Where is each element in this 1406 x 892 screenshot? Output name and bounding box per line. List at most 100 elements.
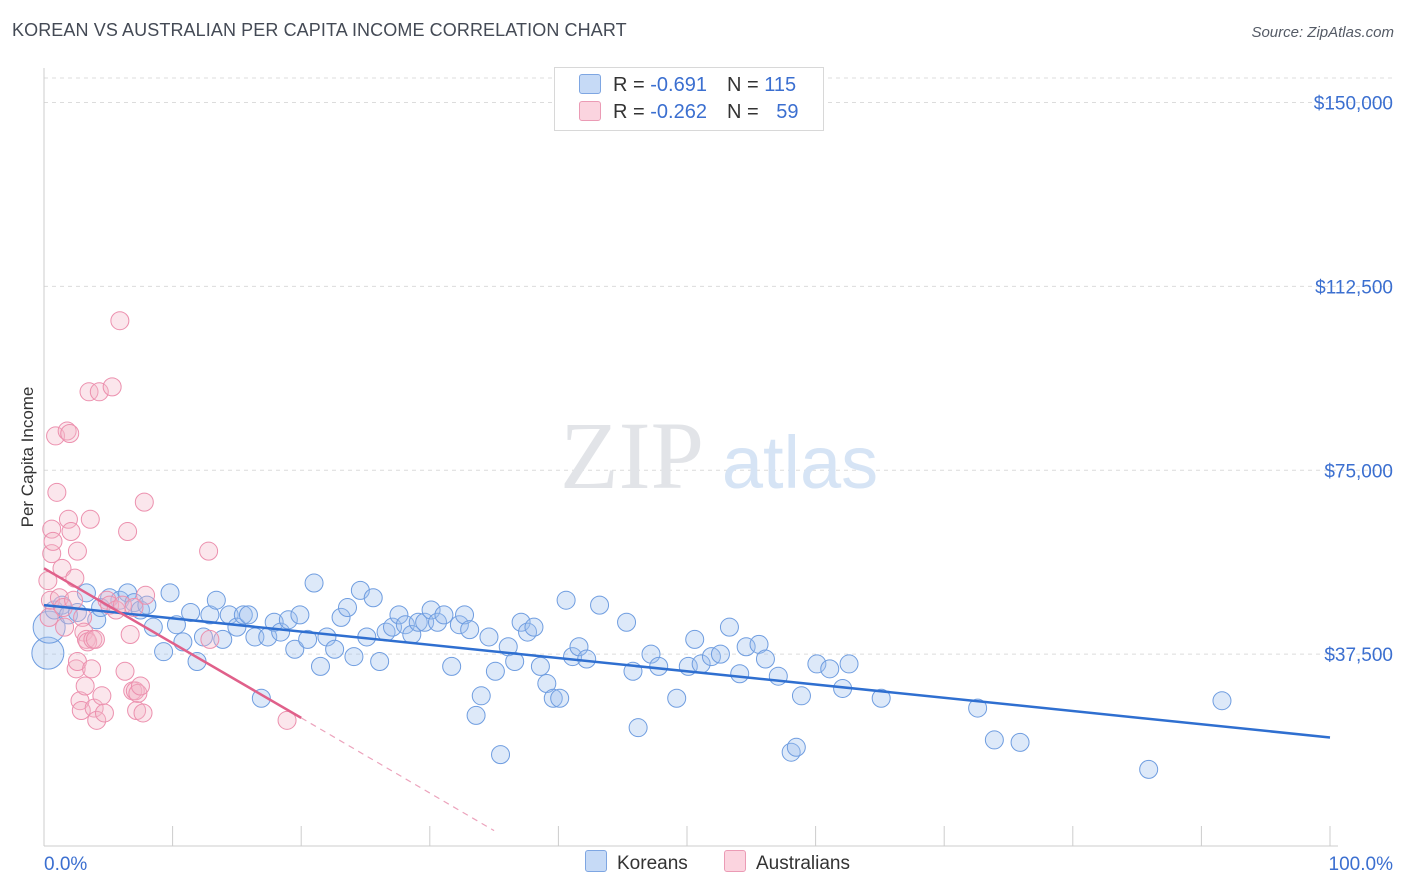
koreans-points: [31, 573, 1232, 779]
axes: [43, 68, 1338, 847]
australian-point: [75, 676, 95, 696]
korean-point: [442, 656, 462, 676]
korean-point: [32, 610, 66, 644]
korean-point: [590, 595, 610, 615]
australian-point: [130, 676, 150, 696]
korean-point: [206, 590, 226, 610]
korean-point: [428, 612, 448, 632]
korean-point: [310, 656, 330, 676]
korean-point: [181, 602, 201, 622]
korean-point: [271, 622, 291, 642]
koreans-legend-swatch: [585, 850, 607, 872]
korean-point: [449, 615, 469, 635]
australian-point: [58, 509, 78, 529]
australian-point: [65, 568, 85, 588]
australian-point: [277, 710, 297, 730]
korean-point: [685, 629, 705, 649]
korean-point: [491, 745, 511, 765]
legend-item-australians[interactable]: Australians: [724, 850, 850, 875]
korean-point: [471, 686, 491, 706]
korean-point: [421, 600, 441, 620]
australians-trend-line: [43, 567, 302, 719]
korean-point: [518, 622, 538, 642]
australian-point: [118, 522, 138, 542]
y-tick-label: $37,500: [1324, 645, 1393, 666]
australian-point: [92, 686, 112, 706]
korean-point: [285, 639, 305, 659]
korean-point: [317, 627, 337, 647]
korean-point: [434, 605, 454, 625]
korean-point: [871, 688, 891, 708]
stats-row-australians: R = -0.262 N = 59: [579, 101, 798, 127]
y-tick-label: $112,500: [1315, 277, 1393, 298]
source-label: Source: ZipAtlas.com: [1251, 24, 1394, 41]
korean-point: [786, 737, 806, 757]
korean-point: [251, 688, 271, 708]
korean-point: [264, 612, 284, 632]
australian-point: [78, 632, 98, 652]
korean-point: [466, 705, 486, 725]
korean-point: [839, 654, 859, 674]
korean-point: [791, 686, 811, 706]
australian-point: [82, 659, 102, 679]
korean-point: [278, 610, 298, 630]
r-value: -0.691: [650, 74, 707, 96]
korean-point: [298, 629, 318, 649]
australian-point: [47, 482, 67, 502]
australian-point: [94, 703, 114, 723]
australian-point: [67, 541, 87, 561]
n-label: N =: [726, 101, 765, 123]
australian-point: [89, 382, 109, 402]
korean-point: [569, 637, 589, 657]
australian-point: [61, 522, 81, 542]
korean-point: [290, 605, 310, 625]
australian-point: [134, 492, 154, 512]
watermark: ZIP atlas: [560, 402, 878, 509]
korean-point: [485, 661, 505, 681]
korean-point: [530, 656, 550, 676]
australian-point: [136, 585, 156, 605]
australian-point: [46, 426, 66, 446]
australian-point: [85, 629, 105, 649]
chart-title: KOREAN VS AUSTRALIAN PER CAPITA INCOME C…: [12, 20, 627, 40]
korean-point: [820, 659, 840, 679]
korean-point: [408, 612, 428, 632]
n-value: 115: [764, 74, 797, 96]
legend-label: Koreans: [617, 853, 688, 874]
grid-lines: [44, 77, 1395, 655]
korean-point: [325, 639, 345, 659]
australian-point: [102, 377, 122, 397]
australian-point: [66, 659, 86, 679]
korean-point: [238, 605, 258, 625]
australian-point: [52, 558, 72, 578]
korean-point: [1139, 759, 1159, 779]
korean-point: [389, 605, 409, 625]
korean-point: [455, 605, 475, 625]
r-value: -0.262: [650, 101, 707, 123]
korean-point: [154, 642, 174, 662]
stats-row-koreans: R = -0.691 N = 115: [579, 74, 796, 100]
korean-point: [719, 617, 739, 637]
australian-point: [199, 541, 219, 561]
korean-point: [337, 598, 357, 618]
r-label: R =: [613, 74, 651, 96]
korean-point: [617, 612, 637, 632]
australian-point: [120, 625, 140, 645]
watermark-zip: ZIP: [560, 402, 704, 509]
korean-point: [710, 644, 730, 664]
australian-point: [84, 698, 104, 718]
legend-item-koreans[interactable]: Koreans: [585, 850, 688, 875]
koreans-swatch: [579, 74, 601, 94]
australian-point: [42, 519, 62, 539]
y-tick-label: $75,000: [1324, 461, 1393, 482]
x-tick-label-min: 0.0%: [44, 854, 87, 875]
n-value: 59: [776, 101, 799, 123]
australians-legend-swatch: [724, 850, 746, 872]
australian-point: [57, 421, 77, 441]
watermark-atlas: atlas: [722, 421, 878, 504]
n-label: N =: [726, 74, 765, 96]
korean-point: [1010, 732, 1030, 752]
australian-point: [133, 703, 153, 723]
korean-point: [160, 583, 180, 603]
korean-point: [524, 617, 544, 637]
